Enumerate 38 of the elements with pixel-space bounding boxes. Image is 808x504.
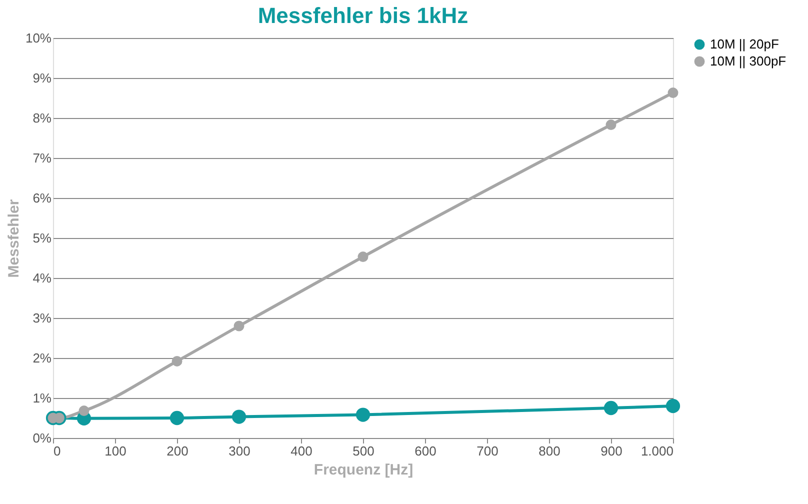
x-tick-label: 400 xyxy=(290,444,312,458)
y-tick-label: 1% xyxy=(32,390,52,406)
x-tick-label: 100 xyxy=(104,444,126,458)
y-tick-label: 0% xyxy=(32,430,52,446)
x-axis-title: Frequenz [Hz] xyxy=(314,462,414,478)
x-tick-label: 900 xyxy=(600,444,622,458)
x-tick-label: 1.000 xyxy=(640,444,674,458)
point xyxy=(232,410,246,424)
y-tick-label: 5% xyxy=(32,230,52,246)
y-tick-label: 8% xyxy=(32,110,52,126)
legend-label: 10M || 300pF xyxy=(710,54,786,68)
x-tick-label: 600 xyxy=(414,444,436,458)
point xyxy=(356,408,370,422)
x-tick-label: 300 xyxy=(228,444,250,458)
x-tick-label: 0 xyxy=(54,444,61,458)
point xyxy=(172,356,182,366)
point xyxy=(78,406,90,416)
point xyxy=(358,252,368,262)
chart-title: Messfehler bis 1kHz xyxy=(258,3,468,28)
legend-label: 10M || 20pF xyxy=(710,36,779,52)
y-tick-label: 9% xyxy=(32,70,52,86)
y-tick-label: 4% xyxy=(32,270,52,286)
y-tick-label: 3% xyxy=(32,310,52,326)
point xyxy=(606,120,616,130)
point xyxy=(604,400,618,416)
y-tick-label: 10% xyxy=(25,30,52,46)
point xyxy=(234,320,244,332)
point xyxy=(666,398,680,414)
y-tick-label: 7% xyxy=(32,150,52,166)
y-tick-label: 2% xyxy=(32,350,52,366)
x-tick-label: 700 xyxy=(476,444,498,458)
y-axis-title: Messfehler xyxy=(5,199,22,278)
point xyxy=(668,88,678,98)
x-tick-label: 500 xyxy=(352,444,374,458)
x-tick-label: 200 xyxy=(166,444,188,458)
y-tick-label: 6% xyxy=(32,190,52,206)
x-tick-label: 800 xyxy=(538,444,560,458)
point xyxy=(170,410,184,426)
